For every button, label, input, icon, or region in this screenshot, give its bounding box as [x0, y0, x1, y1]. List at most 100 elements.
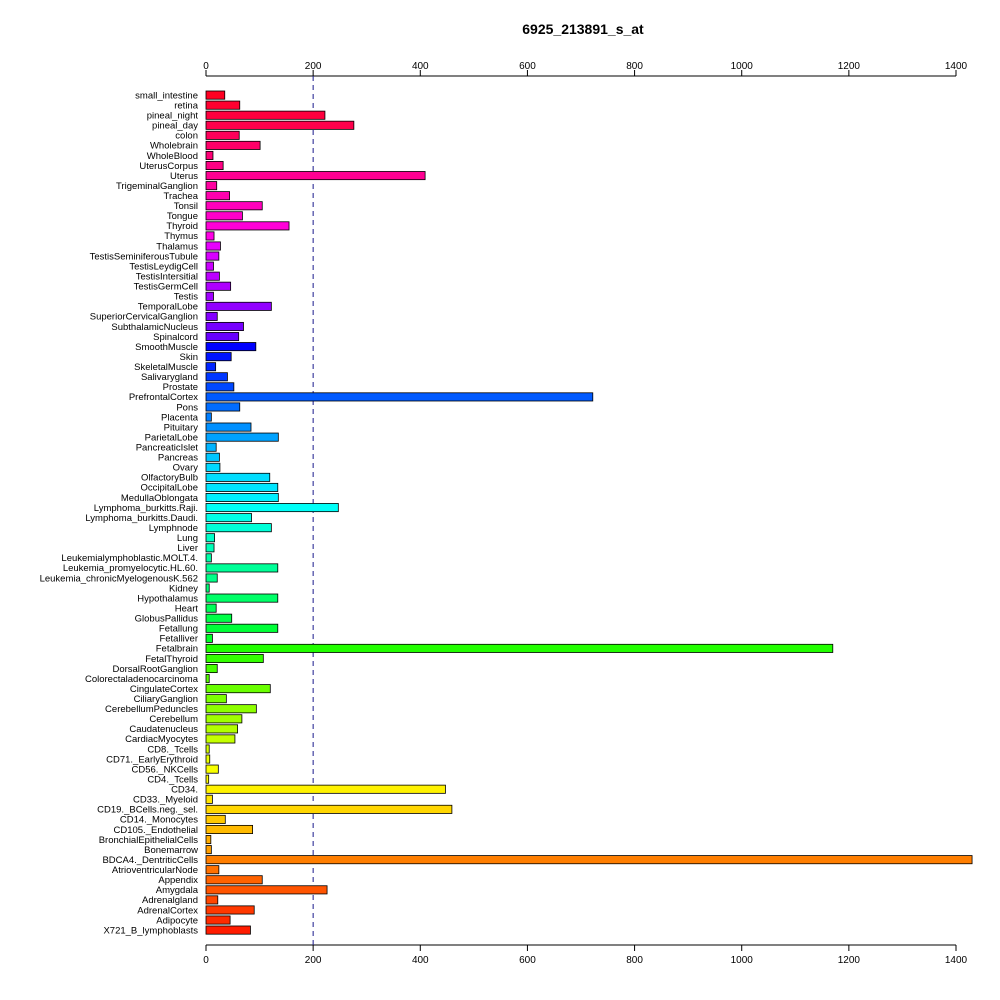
bar-TrigeminalGanglion: [205, 181, 218, 191]
bar-Adrenalgland: [205, 895, 219, 905]
category-label: Thymus: [164, 231, 198, 242]
category-label: Leukemia_chronicMyelogenousK.562: [40, 573, 198, 584]
category-label: CD105._Endothelial: [113, 825, 198, 836]
category-label: AdrenalCortex: [137, 905, 198, 916]
bar-Trachea: [205, 191, 230, 201]
bar-colon: [205, 130, 240, 140]
x-tick-label-top: 1200: [838, 61, 861, 72]
category-label: Tonsil: [174, 201, 198, 212]
category-label: Hypothalamus: [137, 593, 198, 604]
x-tick-label-bottom: 600: [519, 955, 536, 966]
x-axis-top: 0 200 400 600 800 1000 1200 1400: [203, 61, 968, 77]
bar-X721_B_lymphoblasts: [205, 925, 251, 935]
bar-Lymphoma_burkitts.Daudi.: [205, 513, 252, 523]
category-label: Placenta: [161, 412, 199, 423]
category-label: CD33._Myeloid: [133, 795, 198, 806]
bar-Fetallung: [205, 623, 279, 633]
bar-CardiacMyocytes: [205, 734, 236, 744]
x-tick-label-top: 0: [203, 61, 209, 72]
category-label: CD4._Tcells: [147, 774, 198, 785]
category-label: Trachea: [164, 191, 199, 202]
bar-OlfactoryBulb: [205, 472, 271, 482]
bar-FetalThyroid: [205, 653, 264, 663]
category-label: colon: [175, 131, 198, 142]
bar-UterusCorpus: [205, 161, 224, 171]
category-label: TrigeminalGanglion: [116, 181, 198, 192]
category-label: Bonemarrow: [144, 845, 198, 856]
category-label: PrefrontalCortex: [129, 392, 198, 403]
category-label: CiliaryGanglion: [134, 694, 198, 705]
bar-Thalamus: [205, 241, 221, 251]
category-label: pineal_night: [147, 111, 199, 122]
bar-BDCA4._DentriticCells: [205, 855, 973, 865]
bar-Liver: [205, 543, 215, 553]
category-label: X721_B_lymphoblasts: [103, 925, 198, 936]
bar-Fetalbrain: [205, 643, 834, 653]
category-labels: small_intestineretinapineal_nightpineal_…: [40, 90, 199, 936]
category-label: OlfactoryBulb: [141, 473, 198, 484]
bar-Hypothalamus: [205, 593, 279, 603]
bar-SmoothMuscle: [205, 342, 257, 352]
category-label: AtrioventricularNode: [112, 865, 198, 876]
bar-Lymphoma_burkitts.Raji.: [205, 503, 339, 513]
category-label: TestisGermCell: [134, 282, 198, 293]
bar-SubthalamicNucleus: [205, 321, 244, 331]
bar-WholeBlood: [205, 150, 214, 160]
bar-TestisGermCell: [205, 281, 232, 291]
bar-DorsalRootGanglion: [205, 664, 218, 674]
bar-retina: [205, 100, 241, 110]
bar-TestisIntersitial: [205, 271, 220, 281]
category-label: OccipitalLobe: [140, 483, 198, 494]
bar-Testis: [205, 291, 214, 301]
category-label: CingulateCortex: [130, 684, 198, 695]
bar-CD4._Tcells: [205, 774, 210, 784]
bar-Pituitary: [205, 422, 252, 432]
category-label: Adipocyte: [156, 915, 198, 926]
category-label: Uterus: [170, 171, 198, 182]
category-label: CD34.: [171, 785, 198, 796]
category-label: MedullaOblongata: [121, 493, 199, 504]
category-label: SubthalamicNucleus: [111, 322, 198, 333]
bars-group: [205, 90, 973, 935]
x-tick-label-top: 800: [626, 61, 643, 72]
category-label: WholeBlood: [147, 151, 198, 162]
category-label: TemporalLobe: [138, 302, 198, 313]
category-label: Testis: [174, 292, 199, 303]
bar-Leukemia_chronicMyelogenousK.562: [205, 573, 218, 583]
bar-Cerebellum: [205, 714, 243, 724]
category-label: Amygdala: [156, 885, 199, 896]
category-label: Pituitary: [164, 422, 199, 433]
category-label: TestisIntersitial: [136, 271, 198, 282]
bar-AdrenalCortex: [205, 905, 255, 915]
category-label: Leukemialymphoblastic.MOLT.4.: [61, 553, 198, 564]
bar-PrefrontalCortex: [205, 392, 594, 402]
bar-Amygdala: [205, 885, 328, 895]
category-label: CD14._Monocytes: [120, 815, 198, 826]
bar-CD14._Monocytes: [205, 814, 226, 824]
category-label: Ovary: [173, 463, 199, 474]
x-tick-label-top: 1000: [731, 61, 754, 72]
bar-Lung: [205, 533, 215, 543]
bar-Caudatenucleus: [205, 724, 239, 734]
x-tick-label-bottom: 0: [203, 955, 209, 966]
bar-pineal_day: [205, 120, 355, 130]
x-tick-label-bottom: 1000: [731, 955, 754, 966]
bar-Tonsil: [205, 201, 263, 211]
category-label: CerebellumPeduncles: [105, 704, 198, 715]
category-label: TestisLeydigCell: [129, 261, 198, 272]
category-label: CD8._Tcells: [147, 744, 198, 755]
category-label: retina: [174, 100, 198, 111]
x-tick-label-bottom: 400: [412, 955, 429, 966]
bar-PancreaticIslet: [205, 442, 217, 452]
category-label: ParietalLobe: [145, 432, 198, 443]
bar-MedullaOblongata: [205, 492, 279, 502]
category-label: Wholebrain: [150, 141, 198, 152]
x-tick-label-bottom: 1400: [945, 955, 968, 966]
category-label: SmoothMuscle: [135, 342, 198, 353]
bar-Fetalliver: [205, 633, 213, 643]
category-label: PancreaticIslet: [136, 443, 199, 454]
bar-CerebellumPeduncles: [205, 704, 257, 714]
category-label: Salivarygland: [141, 372, 198, 383]
bar-Thymus: [205, 231, 215, 241]
